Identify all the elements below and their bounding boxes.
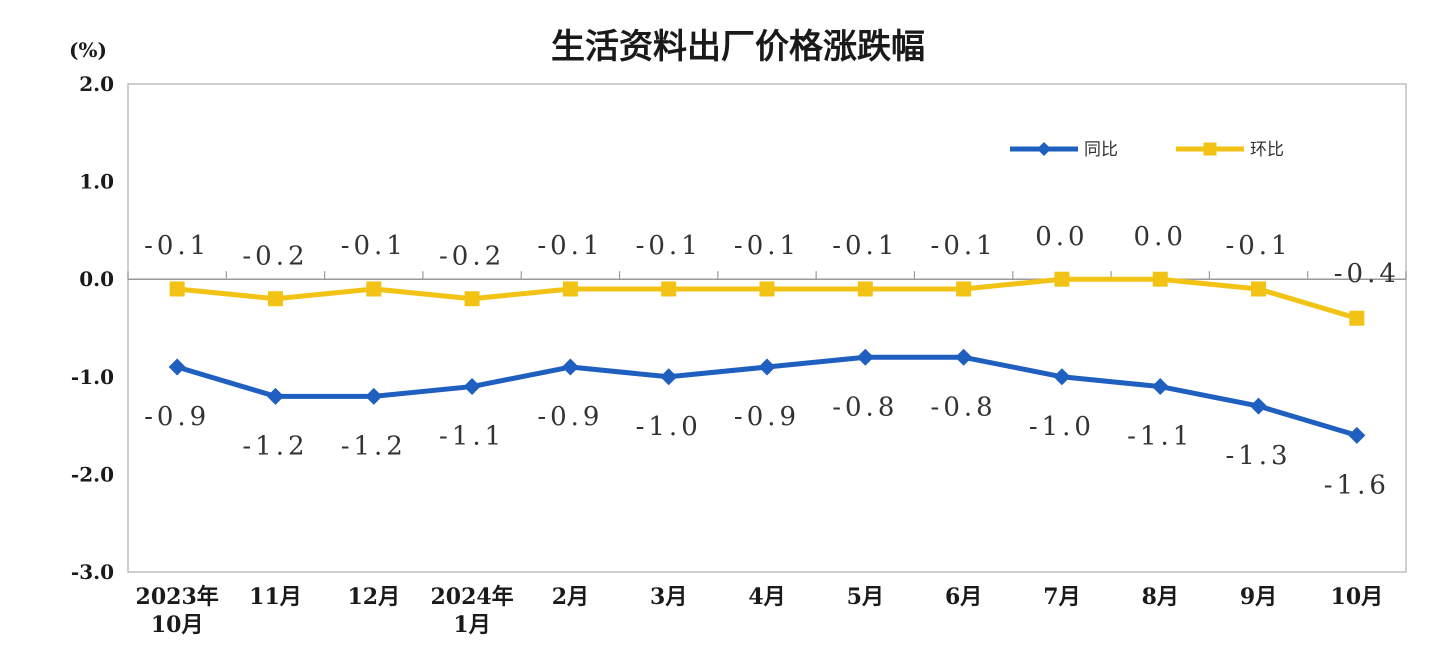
series-point xyxy=(956,281,972,297)
data-label: -1.2 xyxy=(242,431,308,461)
series-layer xyxy=(168,271,1366,444)
data-label: -1.0 xyxy=(636,412,702,442)
y-tick-label: 1.0 xyxy=(79,170,114,194)
legend-label: 环比 xyxy=(1250,140,1284,160)
x-tick-label: 5月 xyxy=(847,584,884,610)
data-label: -1.3 xyxy=(1225,441,1291,471)
y-axis-unit: (%) xyxy=(69,38,107,62)
data-label: -0.1 xyxy=(636,231,702,261)
data-labels: -0.9 -1.2 -1.2 -1.1 -0.9 -1.0 -0.9 -0.8 -0.8 -1.0… xyxy=(144,222,1400,500)
series-point xyxy=(562,281,578,297)
x-tick-label: 3月 xyxy=(650,584,687,610)
series-point xyxy=(857,281,873,297)
x-tick-label: 6月 xyxy=(945,584,982,610)
x-tick-label-line: 12月 xyxy=(347,584,400,610)
x-tick-label: 2023年 10月 xyxy=(136,584,219,638)
data-label: -1.0 xyxy=(1029,412,1095,442)
x-tick-label: 7月 xyxy=(1043,584,1080,610)
series-point xyxy=(168,358,186,376)
y-tick-label: -1.0 xyxy=(71,365,114,389)
series-point xyxy=(366,281,382,297)
x-tick-label-line: 10月 xyxy=(151,612,204,638)
x-tick-label-line: 11月 xyxy=(249,584,302,610)
series-point xyxy=(1054,271,1070,287)
legend-label: 同比 xyxy=(1084,140,1118,160)
legend-marker xyxy=(1037,142,1051,156)
y-tick-label: -3.0 xyxy=(71,560,114,584)
data-label: -0.9 xyxy=(144,402,210,432)
data-label: -1.2 xyxy=(341,431,407,461)
series-point xyxy=(759,281,775,297)
data-label: -0.1 xyxy=(1225,231,1291,261)
data-label: -0.1 xyxy=(537,231,603,261)
data-label: -0.1 xyxy=(931,231,997,261)
data-label: -1.6 xyxy=(1324,470,1390,500)
x-tick-label: 2月 xyxy=(552,584,589,610)
series-point xyxy=(1250,397,1268,415)
x-tick-label: 10月 xyxy=(1331,584,1384,610)
x-tick-label: 9月 xyxy=(1240,584,1277,610)
data-label: 0.0 xyxy=(1035,222,1088,252)
x-tick-label: 2024年 1月 xyxy=(430,584,513,638)
x-tick-label-line: 10月 xyxy=(1331,584,1384,610)
plot-frame xyxy=(127,83,1407,573)
series-point xyxy=(266,387,284,405)
y-tick-label: -2.0 xyxy=(71,462,114,486)
series-point xyxy=(661,281,677,297)
x-tick-label-line: 2月 xyxy=(552,584,589,610)
data-label: -0.8 xyxy=(931,392,997,422)
x-tick-label: 4月 xyxy=(748,584,785,610)
x-tick-label: 11月 xyxy=(249,584,302,610)
data-label: -0.2 xyxy=(242,242,308,272)
x-tick-label-line: 8月 xyxy=(1142,584,1179,610)
series-point xyxy=(464,291,480,307)
x-tick-label: 12月 xyxy=(347,584,400,610)
legend: 同比 环比 xyxy=(1010,140,1284,160)
x-tick-label-line: 5月 xyxy=(847,584,884,610)
data-label: -0.1 xyxy=(832,231,898,261)
series-point xyxy=(1348,426,1366,444)
series-point xyxy=(267,291,283,307)
x-tick-label-line: 7月 xyxy=(1043,584,1080,610)
data-label: -0.9 xyxy=(734,402,800,432)
x-tick-label-line: 2023年 xyxy=(136,584,219,610)
x-tick-label-line: 1月 xyxy=(453,612,490,638)
data-label: -0.8 xyxy=(832,392,898,422)
y-tick-label: 0.0 xyxy=(79,267,114,291)
series-point xyxy=(169,281,185,297)
series-point xyxy=(1151,378,1169,396)
x-tick-label-line: 3月 xyxy=(650,584,687,610)
data-label: -1.1 xyxy=(439,422,505,452)
data-label: -0.1 xyxy=(144,231,210,261)
data-label: -0.1 xyxy=(341,231,407,261)
series-point xyxy=(463,378,481,396)
series-point xyxy=(1053,368,1071,386)
series-point xyxy=(1152,271,1168,287)
data-label: -0.4 xyxy=(1334,259,1400,289)
x-tick-label-line: 4月 xyxy=(748,584,785,610)
x-tick-label: 8月 xyxy=(1142,584,1179,610)
series-point xyxy=(365,387,383,405)
x-tick-label-line: 6月 xyxy=(945,584,982,610)
chart-title: 生活资料出厂价格涨跌幅 xyxy=(551,27,925,67)
series-point xyxy=(1349,310,1365,326)
series-point xyxy=(955,348,973,366)
data-label: 0.0 xyxy=(1134,222,1187,252)
x-tick-label-line: 9月 xyxy=(1240,584,1277,610)
data-label: -0.2 xyxy=(439,242,505,272)
series-point xyxy=(561,358,579,376)
legend-marker xyxy=(1203,142,1217,156)
x-tick-label-line: 2024年 xyxy=(430,584,513,610)
series-point xyxy=(856,348,874,366)
data-label: -1.1 xyxy=(1127,422,1193,452)
y-tick-label: 2.0 xyxy=(79,72,114,96)
data-label: -0.9 xyxy=(537,402,603,432)
series-point xyxy=(1251,281,1267,297)
series-point xyxy=(758,358,776,376)
series-point xyxy=(660,368,678,386)
data-label: -0.1 xyxy=(734,231,800,261)
